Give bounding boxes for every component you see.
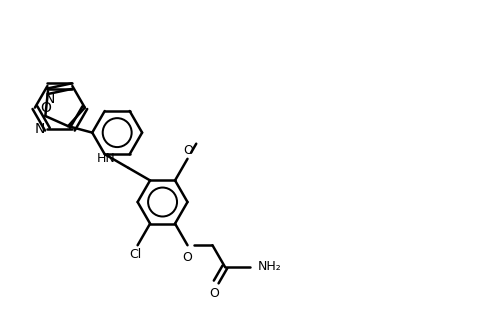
Text: O: O xyxy=(183,251,193,264)
Text: O: O xyxy=(183,144,193,157)
Text: Cl: Cl xyxy=(129,248,141,261)
Text: O: O xyxy=(40,101,51,115)
Text: N: N xyxy=(34,122,44,136)
Text: N: N xyxy=(45,92,55,106)
Text: HN: HN xyxy=(97,152,116,165)
Text: NH₂: NH₂ xyxy=(257,260,281,273)
Text: O: O xyxy=(209,287,219,300)
